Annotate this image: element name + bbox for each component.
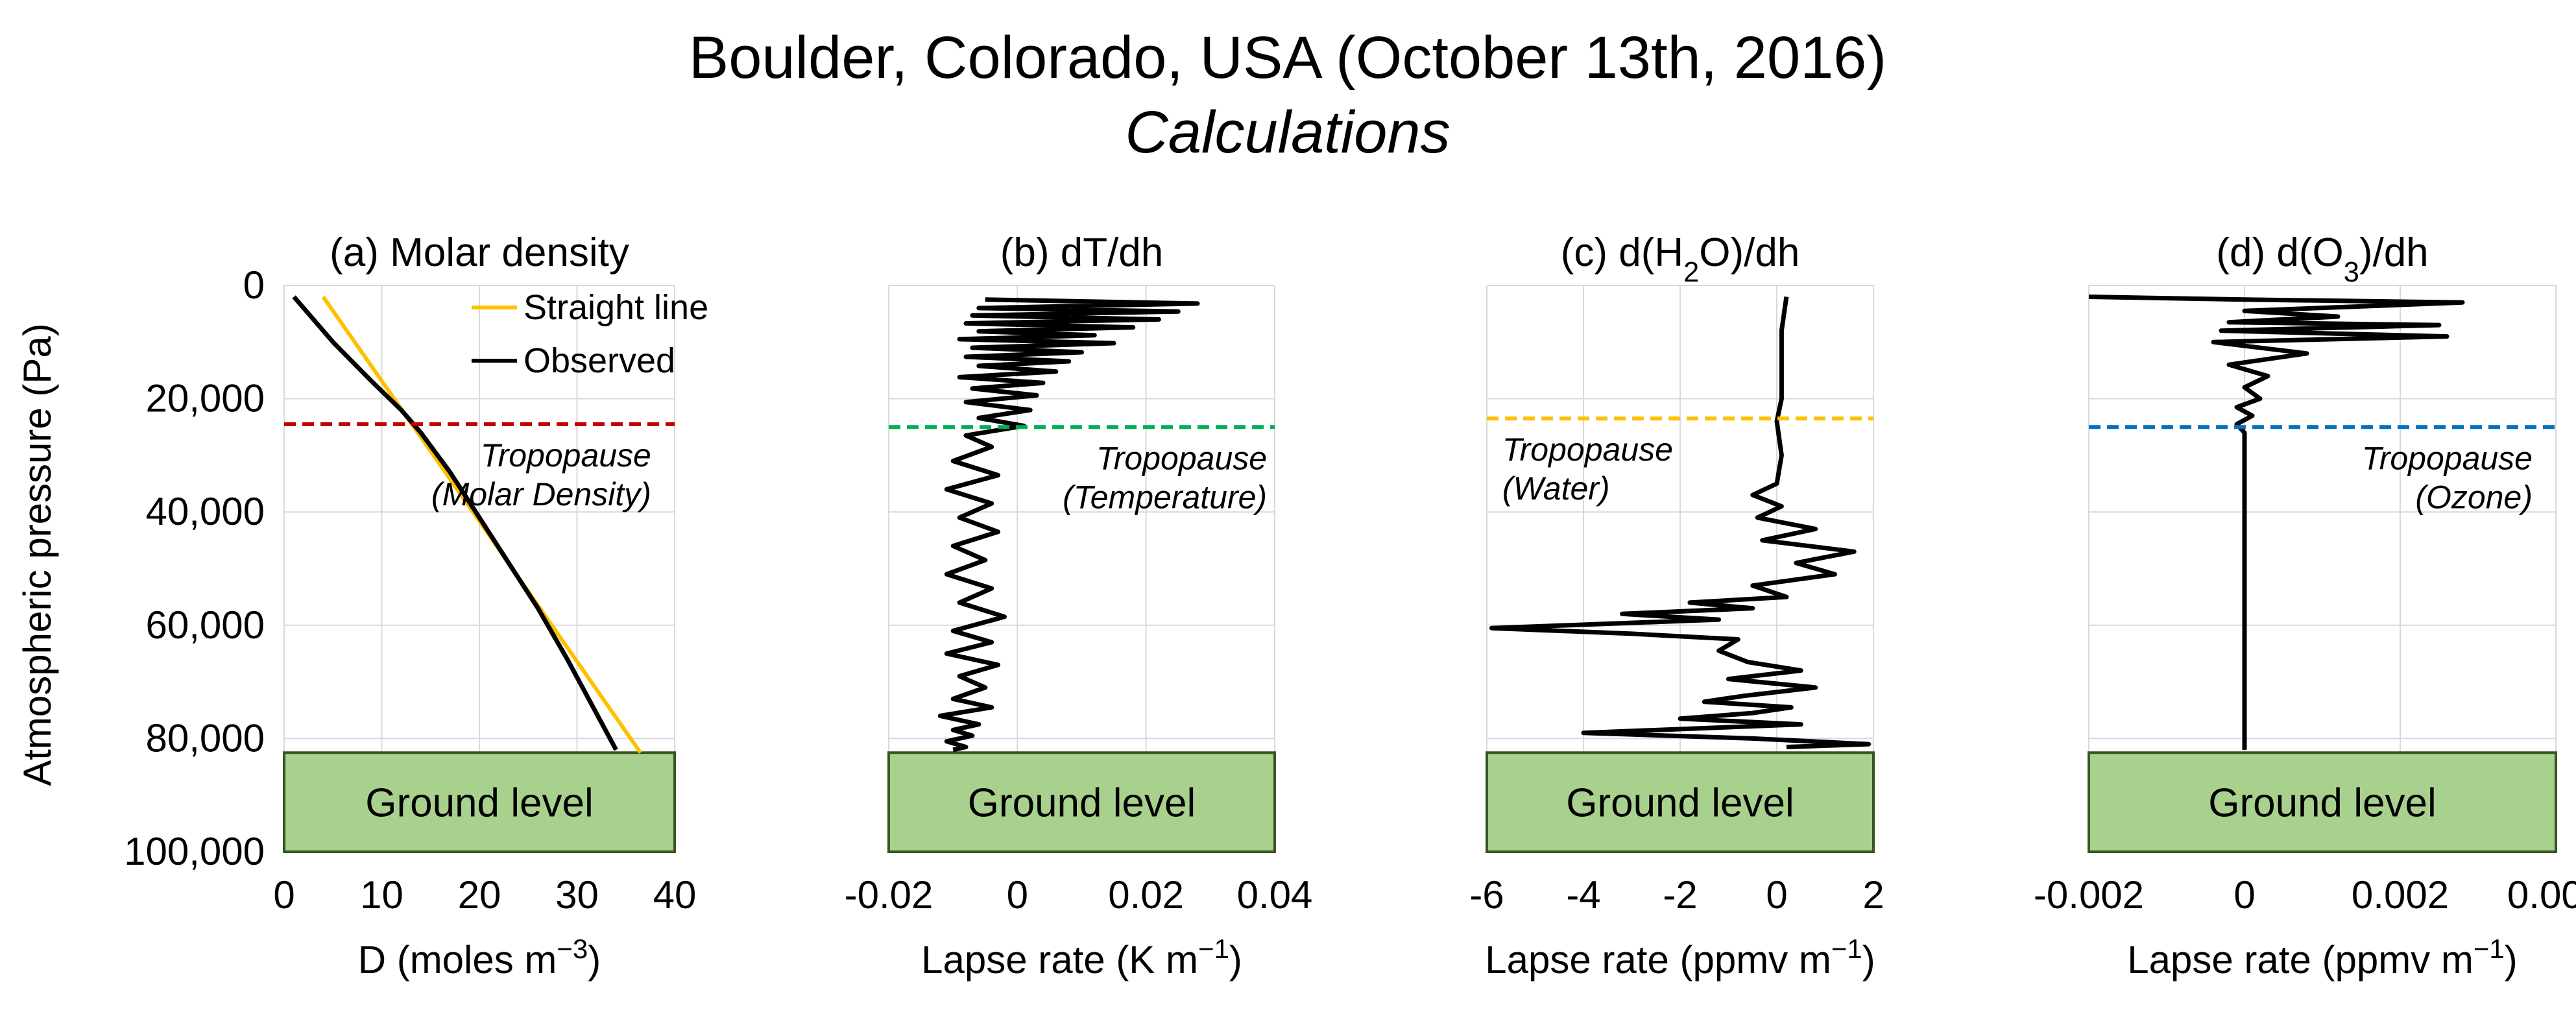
x-tick-label: 0: [1766, 873, 1787, 917]
x-tick-label: 0.02: [1108, 873, 1184, 917]
y-axis-label: Atmospheric pressure (Pa): [16, 323, 59, 786]
figure-title: Boulder, Colorado, USA (October 13th, 20…: [689, 25, 1886, 91]
x-tick-label: -4: [1566, 873, 1600, 917]
x-tick-label: 0.004: [2507, 873, 2576, 917]
x-tick-label: 40: [653, 873, 697, 917]
chart-panel-b: (b) dT/dh -0.02 0 0.02 0.04 Lapse rate (K m−1…: [845, 230, 1313, 982]
x-tick-label: -6: [1469, 873, 1504, 917]
x-axis-label: Lapse rate (K m−1): [921, 934, 1242, 982]
y-tick-label: 20,000: [145, 377, 265, 420]
y-tick-label: 40,000: [145, 490, 265, 533]
x-tick-label: 0.002: [2352, 873, 2449, 917]
x-tick-label: 10: [360, 873, 403, 917]
x-tick-label: 30: [555, 873, 599, 917]
series-line-observed: [937, 297, 1200, 753]
y-tick-label: 100,000: [124, 830, 265, 873]
x-tick-label: -2: [1663, 873, 1697, 917]
tropopause-sublabel: (Water): [1502, 470, 1610, 507]
series-line-observed: [292, 295, 618, 751]
x-tick-label: -0.02: [845, 873, 933, 917]
legend-label: Straight line: [524, 288, 708, 327]
tropopause-label: Tropopause: [481, 437, 651, 474]
x-tick-label: 0: [1007, 873, 1028, 917]
tropopause-label: Tropopause: [1502, 431, 1673, 468]
x-tick-label: 0: [273, 873, 295, 917]
ground-level-box: [887, 751, 1276, 853]
x-axis-label: D (moles m−3): [358, 934, 601, 982]
tropopause-sublabel: (Molar Density): [431, 476, 651, 512]
x-axis-label: Lapse rate (ppmv m−1): [1485, 934, 1875, 982]
x-tick-label: -0.002: [2034, 873, 2144, 917]
y-tick-label: 60,000: [145, 603, 265, 647]
panel-title: (b) dT/dh: [1000, 230, 1164, 275]
x-tick-label: 0.04: [1237, 873, 1313, 917]
legend-label: Observed: [524, 341, 675, 380]
panel-title: (d) d(O3)/dh: [2216, 230, 2428, 288]
x-tick-label: 2: [1862, 873, 1884, 917]
series-line-observed: [1489, 296, 1872, 749]
tropopause-sublabel: (Ozone): [2415, 479, 2533, 515]
chart-panel-c: (c) d(H2O)/dh -6 -4 -2 0 2 Lapse rate (ppmv m−…: [1469, 230, 1884, 982]
series-line-observed: [2088, 295, 2465, 750]
ground-level-label: Ground level: [1566, 781, 1794, 826]
tropopause-label: Tropopause: [1096, 440, 1267, 476]
ground-level-label: Ground level: [365, 781, 594, 826]
ground-level-label: Ground level: [968, 781, 1196, 826]
ground-level-box: [2088, 751, 2557, 853]
panel-title: (c) d(H2O)/dh: [1561, 230, 1800, 288]
ground-level-label: Ground level: [2208, 781, 2437, 826]
figure-subtitle: Calculations: [1125, 99, 1450, 165]
x-tick-label: 0: [2233, 873, 2255, 917]
ground-level-box: [283, 751, 676, 853]
y-tick-label: 0: [243, 263, 265, 307]
x-axis-label: Lapse rate (ppmv m−1): [2127, 934, 2517, 982]
tropopause-sublabel: (Temperature): [1063, 479, 1267, 515]
chart-panel-d: (d) d(O3)/dh -0.002 0 0.002 0.004 Lapse rate …: [2034, 230, 2576, 982]
chart-panel-a: (a) Molar density 0 10 20 30 40 D (moles m−3) 0…: [124, 230, 708, 982]
panel-title: (a) Molar density: [330, 230, 629, 275]
y-tick-label: 80,000: [145, 716, 265, 760]
tropopause-label: Tropopause: [2362, 440, 2533, 476]
ground-level-box: [1486, 751, 1875, 853]
x-tick-label: 20: [458, 873, 501, 917]
